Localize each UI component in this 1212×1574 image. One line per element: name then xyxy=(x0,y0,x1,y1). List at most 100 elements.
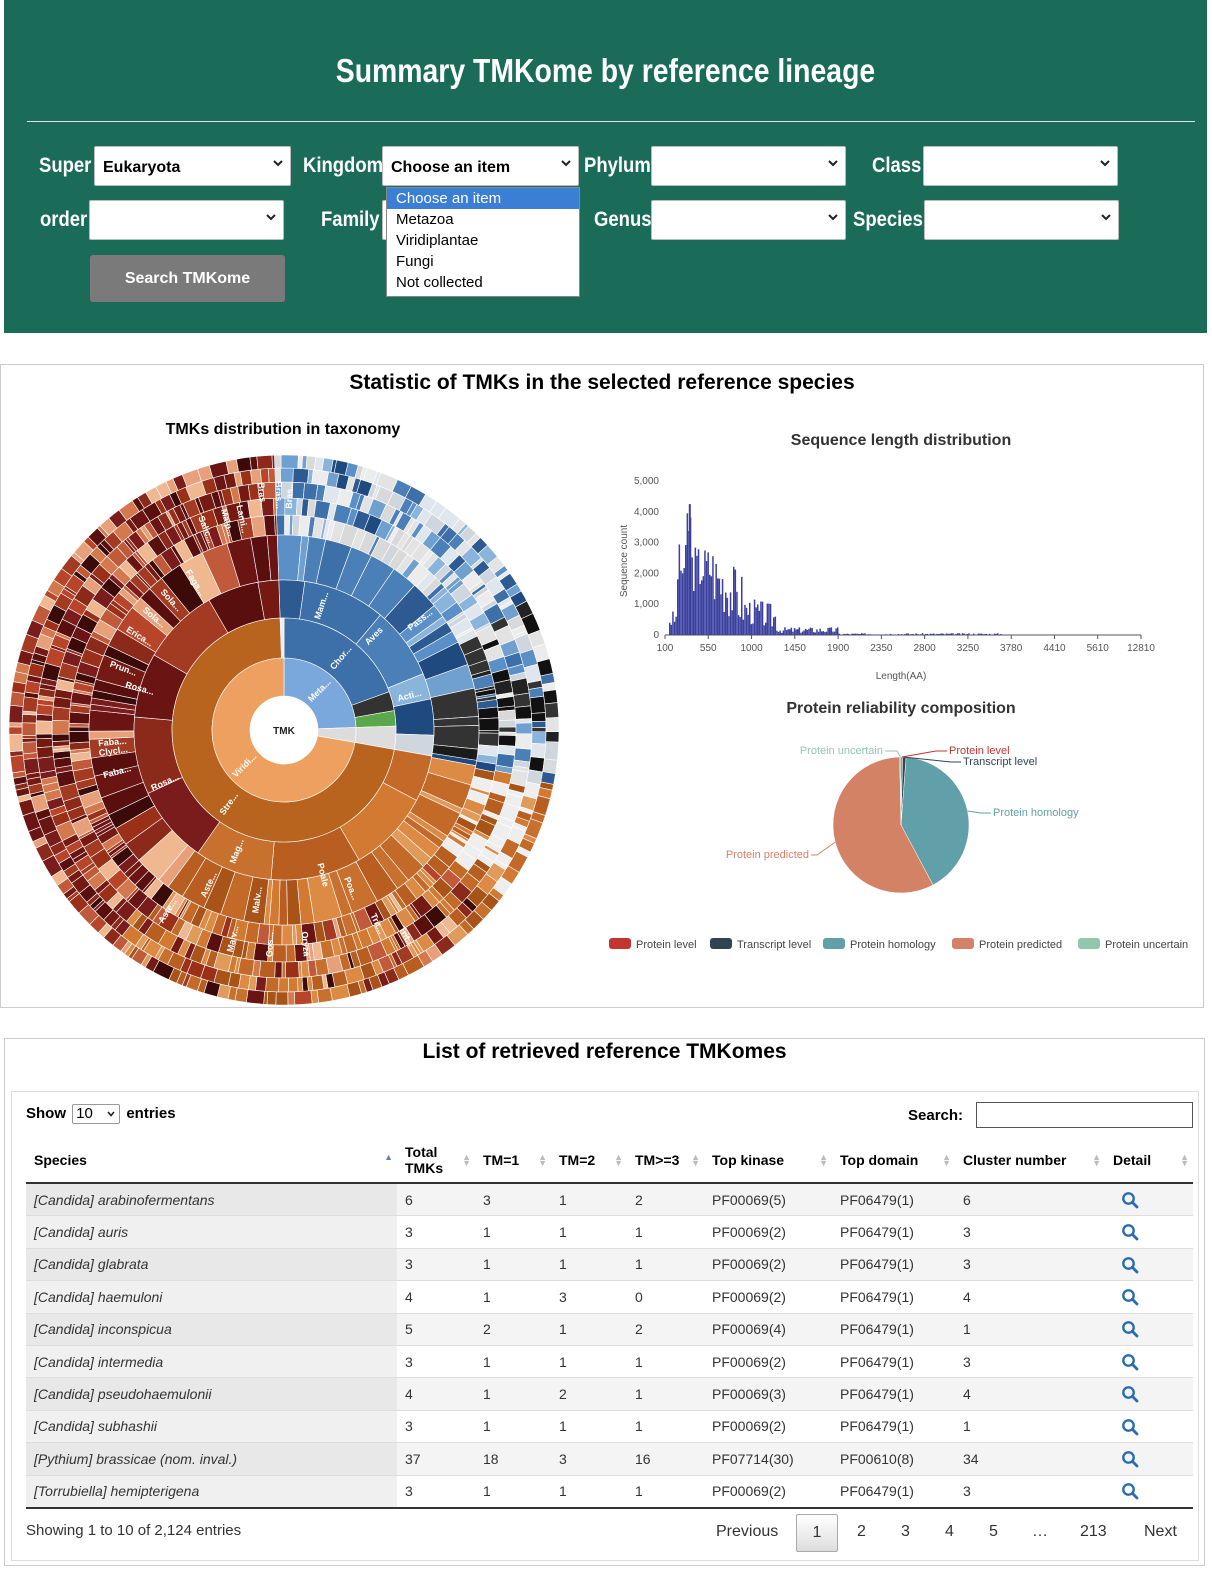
table-cell: 18 xyxy=(475,1442,551,1476)
sunburst-segment xyxy=(281,961,287,979)
table-cell: PF06479(1) xyxy=(832,1377,955,1411)
table-cell: 3 xyxy=(397,1474,475,1509)
magnifier-icon[interactable] xyxy=(1121,1418,1139,1436)
histogram-bar xyxy=(968,633,970,635)
histogram-title: Sequence length distribution xyxy=(791,432,1011,449)
kingdom-option[interactable]: Not collected xyxy=(396,274,483,291)
sort-icon: ▲ ▼ xyxy=(1092,1152,1101,1168)
column-header-top-kinase[interactable]: Top kinase ▲ ▼ xyxy=(704,1138,832,1184)
histogram-bar xyxy=(805,628,807,635)
sunburst-segment xyxy=(266,991,277,1005)
super-select[interactable]: Eukaryota xyxy=(94,146,291,186)
table-cell: 3 xyxy=(955,1247,1105,1281)
magnifier-icon[interactable] xyxy=(1121,1450,1139,1468)
histogram-bar xyxy=(721,579,724,635)
kingdom-option[interactable]: Fungi xyxy=(396,253,434,270)
table-cell: 1 xyxy=(551,1344,627,1378)
table-cell: PF06479(1) xyxy=(832,1182,955,1216)
sunburst-segment xyxy=(21,722,37,737)
histogram-bar xyxy=(909,634,911,635)
search-tmkome-button[interactable]: Search TMKome xyxy=(90,255,285,302)
kingdom-select[interactable]: Choose an item xyxy=(382,146,579,186)
page-button[interactable]: 5 xyxy=(989,1523,998,1540)
histogram-bar xyxy=(777,632,780,635)
magnifier-icon[interactable] xyxy=(1121,1320,1139,1338)
magnifier-icon[interactable] xyxy=(1121,1353,1139,1371)
pie-leader-line xyxy=(901,750,947,758)
chevron-down-icon xyxy=(1100,160,1110,167)
column-label: Detail xyxy=(1113,1152,1152,1168)
magnifier-icon[interactable] xyxy=(1121,1191,1139,1209)
histogram-bar xyxy=(941,633,943,635)
taxonomy-sunburst-chart[interactable]: TMKMeta...Viridi...Chor...Stre...Mam...A… xyxy=(1,445,591,1005)
table-cell: 1 xyxy=(955,1312,1105,1346)
super-select-value: Eukaryota xyxy=(103,159,181,176)
histogram-bar xyxy=(718,578,721,635)
sunburst-segment xyxy=(280,467,294,483)
species-select[interactable] xyxy=(924,200,1119,240)
histogram-bar xyxy=(811,628,813,635)
sunburst-segment xyxy=(274,467,281,483)
histogram-bar xyxy=(912,633,914,635)
kingdom-option[interactable]: Metazoa xyxy=(396,211,454,228)
magnifier-icon[interactable] xyxy=(1121,1288,1139,1306)
histogram-bar xyxy=(816,629,818,635)
table-cell: PF00069(2) xyxy=(704,1247,832,1281)
sunburst-segment xyxy=(285,944,296,963)
table-cell: PF06479(1) xyxy=(832,1215,955,1249)
column-header-tm1[interactable]: TM=1 ▲ ▼ xyxy=(475,1138,551,1184)
class-select[interactable] xyxy=(923,146,1118,186)
magnifier-icon[interactable] xyxy=(1121,1223,1139,1241)
histogram-bar xyxy=(915,633,917,635)
table-cell: 3 xyxy=(551,1280,627,1314)
page-length-select[interactable]: 10 xyxy=(72,1104,121,1124)
histogram-bar xyxy=(774,616,777,635)
histogram-bar xyxy=(963,633,965,635)
page-button[interactable]: 4 xyxy=(945,1523,954,1540)
table-cell: PF00069(4) xyxy=(704,1312,832,1346)
search-label: Search: xyxy=(908,1107,964,1124)
chevron-down-icon xyxy=(1101,214,1111,221)
sort-asc-icon: ▲ xyxy=(384,1152,393,1162)
kingdom-option[interactable]: Viridiplantae xyxy=(396,232,479,249)
table-cell: 1 xyxy=(627,1409,704,1443)
magnifier-icon[interactable] xyxy=(1121,1256,1139,1274)
column-header-species[interactable]: Species ▲ xyxy=(26,1138,397,1184)
page-button[interactable]: 3 xyxy=(901,1523,910,1540)
table-cell: 3 xyxy=(955,1215,1105,1249)
detail-cell xyxy=(1105,1280,1193,1314)
page-button[interactable]: 2 xyxy=(857,1523,866,1540)
histogram-bar xyxy=(854,633,857,635)
table-cell: PF00069(2) xyxy=(704,1215,832,1249)
magnifier-icon[interactable] xyxy=(1121,1482,1139,1500)
column-header-tm3[interactable]: TM>=3 ▲ ▼ xyxy=(627,1138,704,1184)
previous-button[interactable]: Previous xyxy=(716,1523,779,1540)
phylum-select[interactable] xyxy=(651,146,846,186)
column-header-detail[interactable]: Detail ▲ ▼ xyxy=(1105,1138,1193,1184)
histogram-bar xyxy=(952,633,954,635)
histogram-bar xyxy=(958,633,961,635)
column-header-tm2[interactable]: TM=2 ▲ ▼ xyxy=(551,1138,627,1184)
magnifier-icon[interactable] xyxy=(1121,1385,1139,1403)
histogram-bar xyxy=(747,614,749,635)
next-button[interactable]: Next xyxy=(1144,1523,1177,1540)
column-header-cluster-number[interactable]: Cluster number ▲ ▼ xyxy=(955,1138,1105,1184)
pie-slice xyxy=(832,756,934,894)
column-header-total-tmks[interactable]: Total TMKs ▲ ▼ xyxy=(397,1138,475,1184)
table-cell: 1 xyxy=(627,1377,704,1411)
detail-cell xyxy=(1105,1377,1193,1411)
histogram-bar xyxy=(870,634,873,635)
kingdom-option[interactable]: Choose an item xyxy=(387,188,579,209)
sunburst-segment xyxy=(531,720,547,728)
histogram-bar xyxy=(921,633,924,635)
column-header-top-domain[interactable]: Top domain ▲ ▼ xyxy=(832,1138,955,1184)
order-select[interactable] xyxy=(89,200,284,240)
sunburst-segment xyxy=(21,741,38,755)
sunburst-segment xyxy=(8,733,24,753)
page-button-current[interactable]: 1 xyxy=(796,1514,838,1552)
table-search-input[interactable] xyxy=(976,1102,1193,1128)
page-button[interactable]: 213 xyxy=(1080,1523,1107,1540)
sunburst-segment xyxy=(498,719,517,728)
genus-select[interactable] xyxy=(651,200,846,240)
histogram-bar xyxy=(793,628,796,635)
